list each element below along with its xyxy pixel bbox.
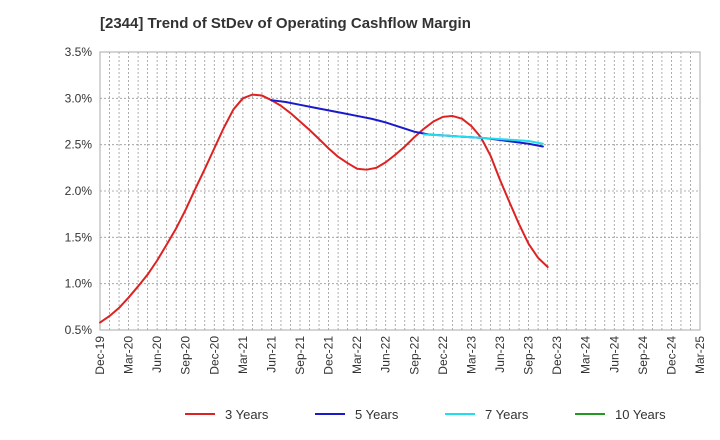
x-tick-label: Mar-21 <box>236 336 250 374</box>
x-tick-label: Sep-23 <box>522 336 536 375</box>
x-tick-label: Dec-24 <box>664 336 678 375</box>
x-tick-label: Mar-23 <box>464 336 478 374</box>
y-tick-label: 3.0% <box>65 91 93 105</box>
x-tick-label: Dec-23 <box>550 336 564 375</box>
x-tick-label: Mar-25 <box>693 336 707 374</box>
x-tick-label: Jun-21 <box>264 336 278 373</box>
y-tick-label: 1.0% <box>65 277 93 291</box>
y-axis: 0.5% 1.0% 1.5% 2.0% 2.5% 3.0% 3.5% <box>65 45 93 337</box>
x-tick-label: Sep-24 <box>636 336 650 375</box>
y-tick-label: 1.5% <box>65 230 93 244</box>
plot-area-border <box>99 51 701 331</box>
x-tick-label: Mar-20 <box>122 336 136 374</box>
legend-label: 10 Years <box>615 407 666 422</box>
y-tick-label: 2.0% <box>65 184 93 198</box>
x-tick-label: Dec-21 <box>322 336 336 375</box>
chart-title: [2344] Trend of StDev of Operating Cashf… <box>100 15 471 32</box>
y-tick-label: 0.5% <box>65 323 93 337</box>
series-line-7-years <box>422 133 544 145</box>
x-tick-label: Jun-22 <box>379 336 393 373</box>
grid <box>100 52 700 330</box>
x-tick-label: Jun-20 <box>150 336 164 373</box>
series-line-3-years <box>99 93 549 324</box>
x-tick-label: Sep-22 <box>407 336 421 375</box>
legend-label: 7 Years <box>485 407 529 422</box>
x-tick-label: Dec-20 <box>207 336 221 375</box>
x-tick-label: Mar-22 <box>350 336 364 374</box>
legend-label: 3 Years <box>225 407 269 422</box>
x-tick-label: Jun-23 <box>493 336 507 373</box>
x-tick-label: Sep-21 <box>293 336 307 375</box>
x-tick-label: Sep-20 <box>179 336 193 375</box>
y-tick-label: 2.5% <box>65 138 93 152</box>
x-tick-label: Dec-22 <box>436 336 450 375</box>
series-lines <box>99 93 549 324</box>
x-tick-label: Mar-24 <box>579 336 593 374</box>
x-axis: Dec-19 Mar-20 Jun-20 Sep-20 Dec-20 Mar-21 Jun-… <box>93 336 707 375</box>
legend-label: 5 Years <box>355 407 399 422</box>
legend: 3 Years 5 Years 7 Years 10 Years <box>185 407 666 422</box>
x-tick-label: Dec-19 <box>93 336 107 375</box>
y-tick-label: 3.5% <box>65 45 93 59</box>
x-tick-label: Jun-24 <box>607 336 621 373</box>
